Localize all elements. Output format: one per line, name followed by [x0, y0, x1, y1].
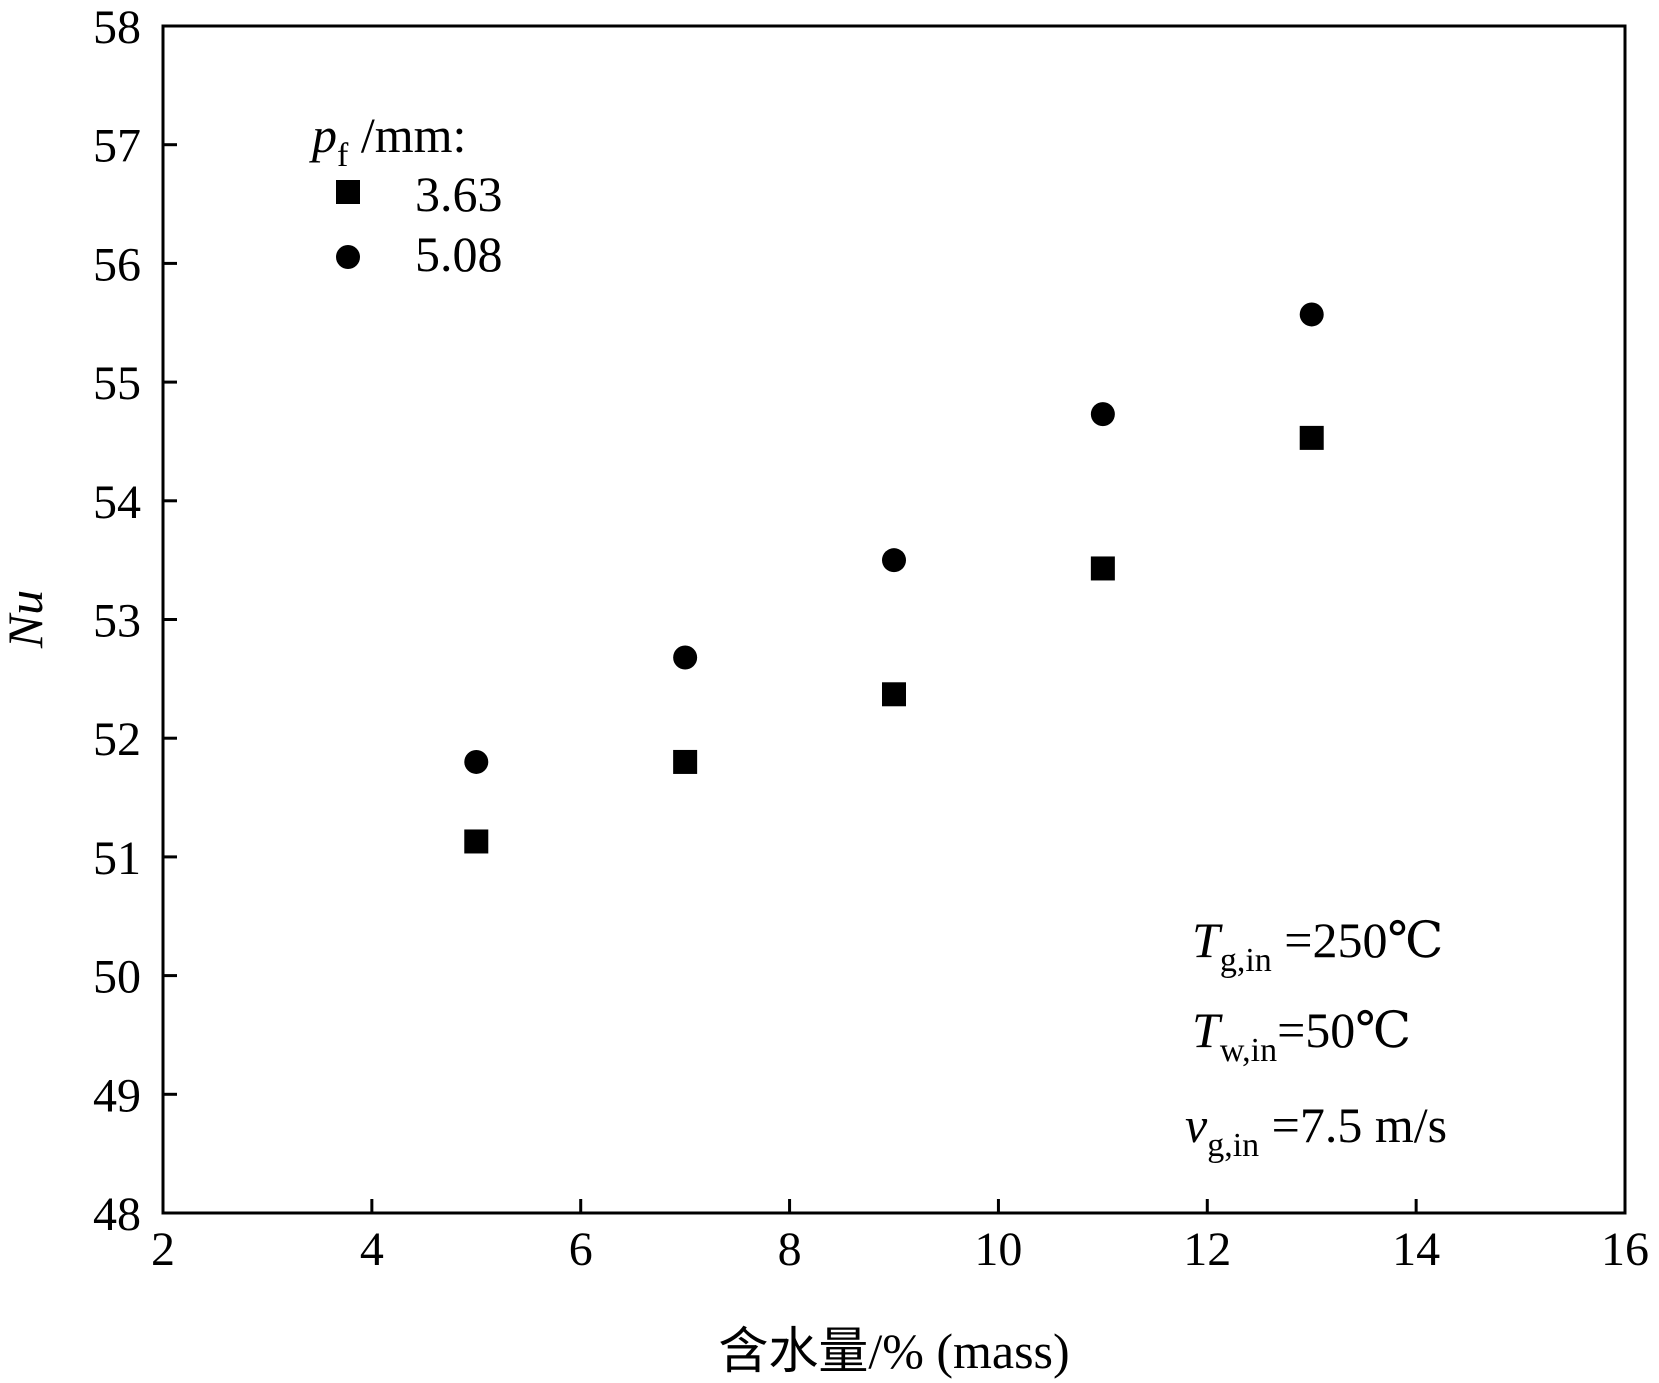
data-point-square — [673, 749, 698, 774]
data-point-circle — [1299, 302, 1324, 327]
conditions: Tg,in =250℃ Tw,in=50℃ vg,in =7.5 m/s — [1185, 912, 1447, 1164]
data-point-square — [1090, 556, 1115, 581]
y-axis-title: Nu — [0, 590, 53, 649]
y-axis: 48 49 50 51 52 53 54 55 56 57 58 — [93, 1, 177, 1241]
y-tick-label: 53 — [93, 595, 141, 648]
data-point-square — [882, 682, 906, 707]
data-point-circle — [1090, 402, 1115, 427]
data-points — [464, 302, 1324, 854]
y-tick-label: 54 — [93, 476, 141, 529]
legend: pf /mm: 3.63 5.08 — [309, 107, 503, 282]
y-tick-label: 52 — [93, 713, 141, 766]
data-point-circle — [882, 548, 906, 573]
x-tick-label: 14 — [1392, 1223, 1440, 1276]
legend-title: pf /mm: — [309, 107, 466, 174]
data-point-square — [464, 829, 489, 854]
annotation-gas-inlet-temp: Tg,in =250℃ — [1192, 912, 1443, 979]
y-tick-label: 51 — [93, 832, 141, 885]
x-tick-label: 8 — [778, 1223, 802, 1276]
x-tick-label: 16 — [1601, 1223, 1649, 1276]
y-tick-label: 57 — [93, 120, 141, 173]
data-point-square — [1299, 425, 1324, 450]
annotation-water-inlet-temp: Tw,in=50℃ — [1192, 1002, 1411, 1069]
x-axis: 2 4 6 8 10 12 14 16 — [151, 1199, 1649, 1276]
x-tick-label: 10 — [974, 1223, 1022, 1276]
y-tick-label: 48 — [93, 1188, 141, 1241]
y-tick-label: 50 — [93, 951, 141, 1004]
x-tick-label: 12 — [1183, 1223, 1231, 1276]
y-tick-label: 58 — [93, 1, 141, 54]
x-tick-label: 4 — [360, 1223, 384, 1276]
y-tick-label: 55 — [93, 357, 141, 410]
x-tick-label: 2 — [151, 1223, 175, 1276]
y-tick-label: 56 — [93, 238, 141, 291]
y-tick-label: 49 — [93, 1069, 141, 1122]
legend-label-series-2: 5.08 — [415, 226, 503, 282]
x-tick-label: 6 — [569, 1223, 593, 1276]
data-point-circle — [673, 645, 698, 670]
annotation-gas-inlet-velocity: vg,in =7.5 m/s — [1185, 1097, 1447, 1164]
legend-marker-circle — [336, 245, 360, 269]
legend-label-series-1: 3.63 — [415, 166, 503, 222]
data-point-circle — [464, 749, 489, 774]
legend-marker-square — [336, 180, 360, 204]
x-axis-title: 含水量/% (mass) — [718, 1323, 1069, 1379]
